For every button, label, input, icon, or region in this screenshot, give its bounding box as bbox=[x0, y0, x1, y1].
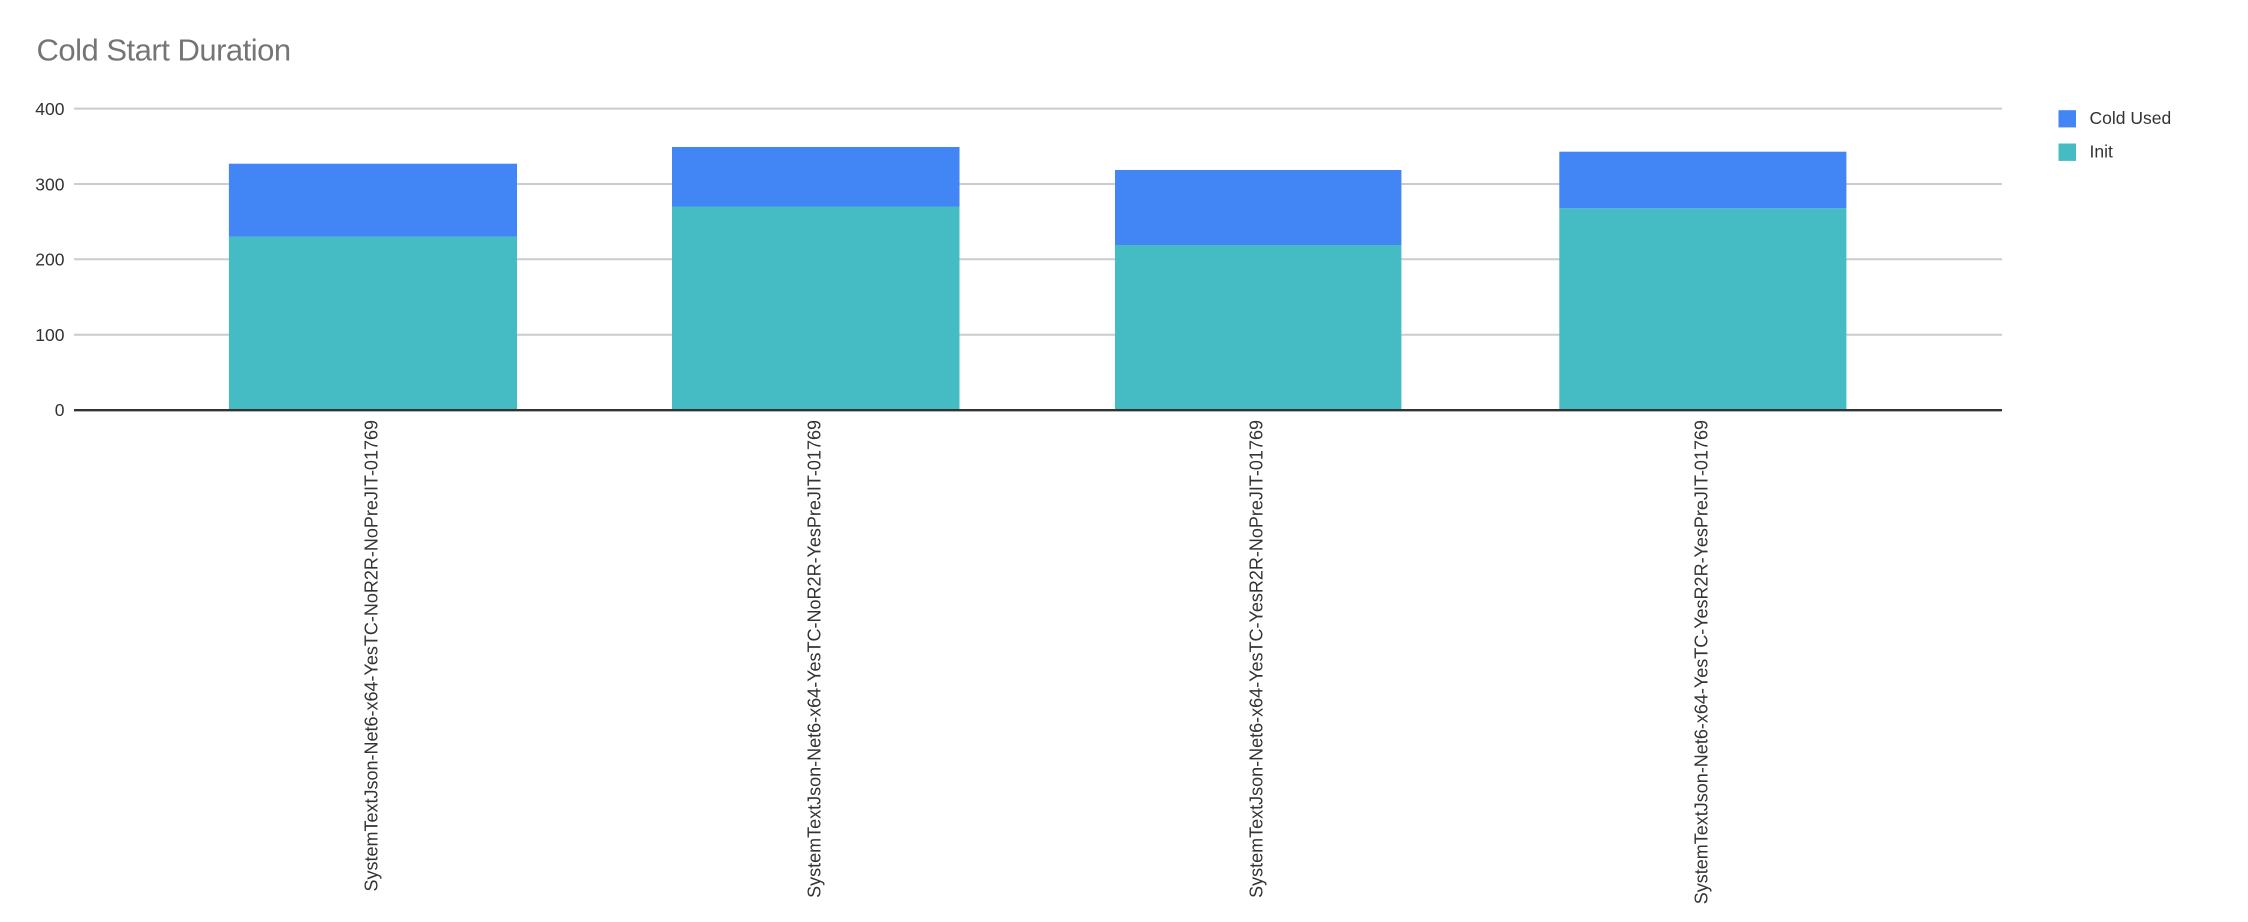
svg-text:Cold Used: Cold Used bbox=[2090, 108, 2172, 128]
svg-text:300: 300 bbox=[35, 174, 64, 194]
svg-text:400: 400 bbox=[35, 99, 64, 119]
svg-text:200: 200 bbox=[35, 250, 64, 270]
svg-text:0: 0 bbox=[55, 400, 65, 420]
svg-text:Cold Start Duration: Cold Start Duration bbox=[37, 33, 291, 68]
svg-text:Init: Init bbox=[2090, 141, 2113, 161]
svg-text:100: 100 bbox=[35, 325, 64, 345]
svg-text:SystemTextJson-Net6-x64-YesTC-: SystemTextJson-Net6-x64-YesTC-YesR2R-NoP… bbox=[1247, 420, 1267, 898]
svg-text:SystemTextJson-Net6-x64-YesTC-: SystemTextJson-Net6-x64-YesTC-NoR2R-YesP… bbox=[804, 420, 824, 898]
svg-text:SystemTextJson-Net6-x64-YesTC-: SystemTextJson-Net6-x64-YesTC-YesR2R-Yes… bbox=[1691, 420, 1711, 904]
svg-text:SystemTextJson-Net6-x64-YesTC-: SystemTextJson-Net6-x64-YesTC-NoR2R-NoPr… bbox=[362, 420, 382, 892]
